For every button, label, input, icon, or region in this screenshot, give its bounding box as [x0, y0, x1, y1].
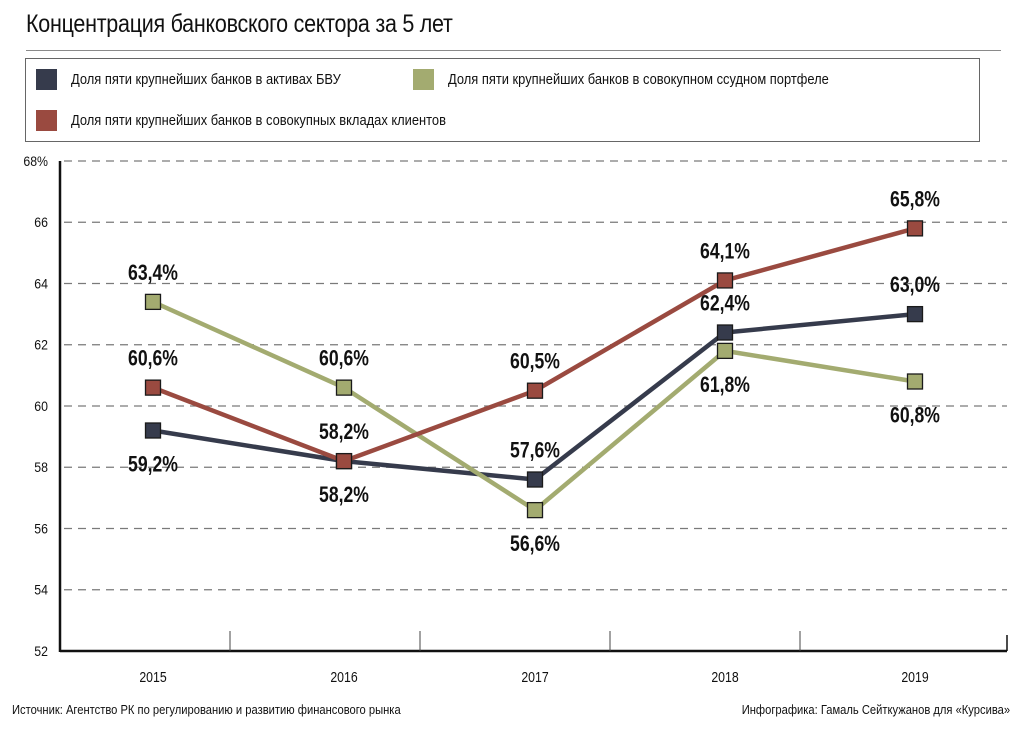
y-tick-label: 60	[34, 398, 48, 414]
data-label: 65,8%	[890, 188, 940, 212]
y-axis-ticks: 52 54 56 58 60 62 64 66 68%	[23, 153, 48, 659]
legend: Доля пяти крупнейших банков в активах БВ…	[25, 58, 980, 142]
data-label: 60,8%	[890, 404, 940, 428]
data-point-marker	[144, 293, 162, 311]
x-tick-label: 2016	[330, 669, 358, 685]
data-point-marker	[526, 501, 544, 519]
data-label: 60,6%	[128, 347, 178, 371]
title-divider	[26, 50, 1001, 51]
data-point-marker	[526, 471, 544, 488]
chart-title: Концентрация банковского сектора за 5 ле…	[26, 10, 453, 38]
data-label: 60,5%	[510, 350, 560, 374]
x-tick-label: 2019	[901, 669, 928, 685]
legend-label: Доля пяти крупнейших банков в совокупных…	[71, 112, 446, 129]
x-tick-label: 2018	[711, 669, 739, 685]
legend-item-deposits: Доля пяти крупнейших банков в совокупных…	[36, 110, 507, 131]
data-label: 59,2%	[128, 453, 178, 477]
data-label: 58,2%	[319, 483, 369, 507]
data-point-marker	[906, 220, 924, 237]
y-tick-label: 64	[34, 276, 48, 292]
data-point-marker	[335, 379, 353, 396]
legend-item-assets: Доля пяти крупнейших банков в активах БВ…	[36, 69, 385, 90]
y-tick-label: 62	[34, 337, 48, 353]
data-label: 60,6%	[319, 347, 369, 371]
data-label: 58,2%	[319, 420, 369, 444]
legend-label: Доля пяти крупнейших банков в совокупном…	[448, 71, 829, 88]
series-markers	[144, 220, 924, 519]
data-label: 56,6%	[510, 532, 560, 556]
x-axis-ticks: 2015 2016 2017 2018 2019	[139, 669, 928, 685]
y-tick-label: 56	[34, 521, 48, 537]
data-label: 63,4%	[128, 261, 178, 285]
y-tick-label: 52	[34, 643, 48, 659]
data-label: 57,6%	[510, 439, 560, 463]
data-label: 61,8%	[700, 373, 750, 397]
y-tick-label: 66	[34, 215, 48, 231]
data-point-marker	[716, 324, 734, 341]
data-point-marker	[335, 452, 353, 470]
data-label: 64,1%	[700, 240, 750, 264]
legend-label: Доля пяти крупнейших банков в активах БВ…	[71, 71, 341, 88]
data-point-marker	[716, 272, 734, 289]
data-point-marker	[526, 382, 544, 399]
data-point-marker	[906, 373, 924, 390]
legend-swatch-assets	[36, 69, 57, 90]
y-tick-label: 68%	[23, 153, 48, 169]
credit-note: Инфографика: Гамаль Сейткужанов для «Кур…	[741, 702, 1010, 717]
legend-swatch-loans	[413, 69, 434, 90]
data-point-marker	[144, 422, 162, 439]
y-tick-label: 58	[34, 460, 48, 476]
data-label: 62,4%	[700, 292, 750, 316]
data-point-marker	[716, 342, 734, 360]
x-tick-label: 2015	[139, 669, 167, 685]
x-tick-label: 2017	[521, 669, 548, 685]
source-note: Источник: Агентство РК по регулированию …	[12, 702, 401, 717]
data-label: 63,0%	[890, 273, 940, 297]
y-tick-label: 54	[34, 582, 48, 598]
legend-swatch-deposits	[36, 110, 57, 131]
data-labels: 59,2% 58,2% 57,6% 62,4% 63,0% 63,4% 60,6% 56,6%…	[128, 188, 940, 557]
legend-item-loans: Доля пяти крупнейших банков в совокупном…	[413, 69, 891, 90]
data-point-marker	[906, 305, 924, 323]
data-point-marker	[144, 379, 162, 396]
grid-lines	[64, 160, 1007, 591]
axes	[58, 161, 1008, 653]
